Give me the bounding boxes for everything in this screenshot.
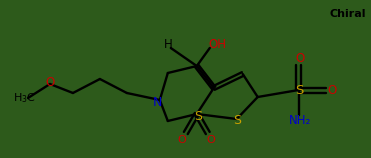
Text: O: O	[177, 135, 186, 145]
Text: S: S	[233, 115, 241, 128]
Text: S: S	[194, 109, 202, 122]
Text: O: O	[295, 52, 304, 66]
Text: O: O	[206, 135, 215, 145]
Text: O: O	[327, 85, 336, 97]
Text: H$_3$C: H$_3$C	[13, 91, 36, 105]
Text: O: O	[45, 76, 55, 88]
Text: H: H	[164, 37, 172, 51]
Text: N: N	[153, 97, 162, 109]
Text: NH₂: NH₂	[289, 115, 311, 128]
Text: S: S	[295, 85, 304, 97]
Text: Chiral: Chiral	[329, 9, 366, 19]
Text: OH: OH	[209, 37, 227, 51]
